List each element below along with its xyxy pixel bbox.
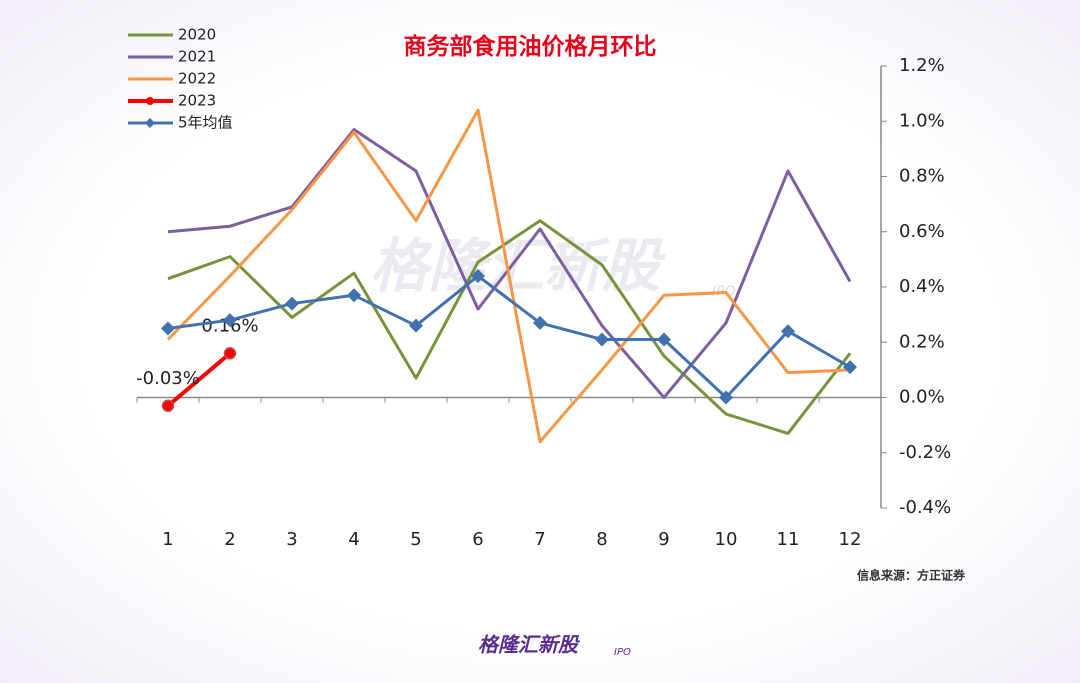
y-tick-label: 0.0% [899, 387, 945, 408]
x-tick-label: 10 [715, 529, 738, 550]
watermark: 格隆汇新股 [370, 232, 666, 300]
y-tick-label: 0.6% [899, 221, 945, 242]
x-tick-label: 1 [162, 529, 173, 550]
point [223, 347, 237, 360]
y-tick-label: 1.2% [899, 55, 945, 76]
point [347, 288, 361, 303]
point [285, 296, 299, 311]
legend-label: 2020 [178, 26, 216, 44]
series-line [166, 108, 851, 444]
series-line [167, 274, 851, 399]
point [471, 268, 485, 283]
point [719, 390, 733, 405]
y-tick-label: 0.4% [899, 276, 945, 297]
point [657, 332, 671, 347]
source: 信息来源：方正证券 [857, 568, 966, 583]
legend-label: 2021 [178, 48, 216, 66]
x-tick-label: 9 [658, 529, 669, 550]
point [161, 321, 175, 336]
point [595, 332, 609, 347]
x-tick-label: 4 [348, 529, 359, 550]
x-tick-label: 11 [777, 529, 800, 550]
point [781, 324, 795, 339]
legend-marker [145, 118, 155, 128]
legend-marker [146, 97, 154, 105]
x-tick-label: 2 [224, 529, 235, 550]
x-tick-label: 7 [534, 529, 545, 550]
x-tick-label: 3 [286, 529, 297, 550]
legend-label: 2022 [178, 70, 216, 88]
legend-label: 5年均值 [178, 114, 233, 132]
footer-tag: IPO [614, 647, 631, 658]
legend-label: 2023 [178, 92, 216, 110]
point [843, 360, 857, 375]
x-tick-label: 8 [596, 529, 607, 550]
data-label: -0.03% [136, 368, 200, 389]
x-tick-label: 6 [472, 529, 483, 550]
y-tick-label: -0.4% [899, 497, 951, 518]
point [533, 315, 547, 330]
x-tick-label: 12 [839, 529, 862, 550]
y-tick-label: 0.8% [899, 166, 945, 187]
y-tick-label: 1.0% [899, 110, 945, 131]
y-tick-label: -0.2% [899, 442, 951, 463]
point [223, 313, 237, 328]
y-tick-label: 0.2% [899, 331, 945, 352]
x-tick-label: 5 [410, 529, 421, 550]
chart-title: 商务部食用油价格月环比 [404, 33, 657, 60]
point [409, 318, 423, 333]
series-line [166, 351, 232, 408]
footer-logo: 格隆汇新股 [478, 633, 580, 657]
point [161, 399, 175, 413]
